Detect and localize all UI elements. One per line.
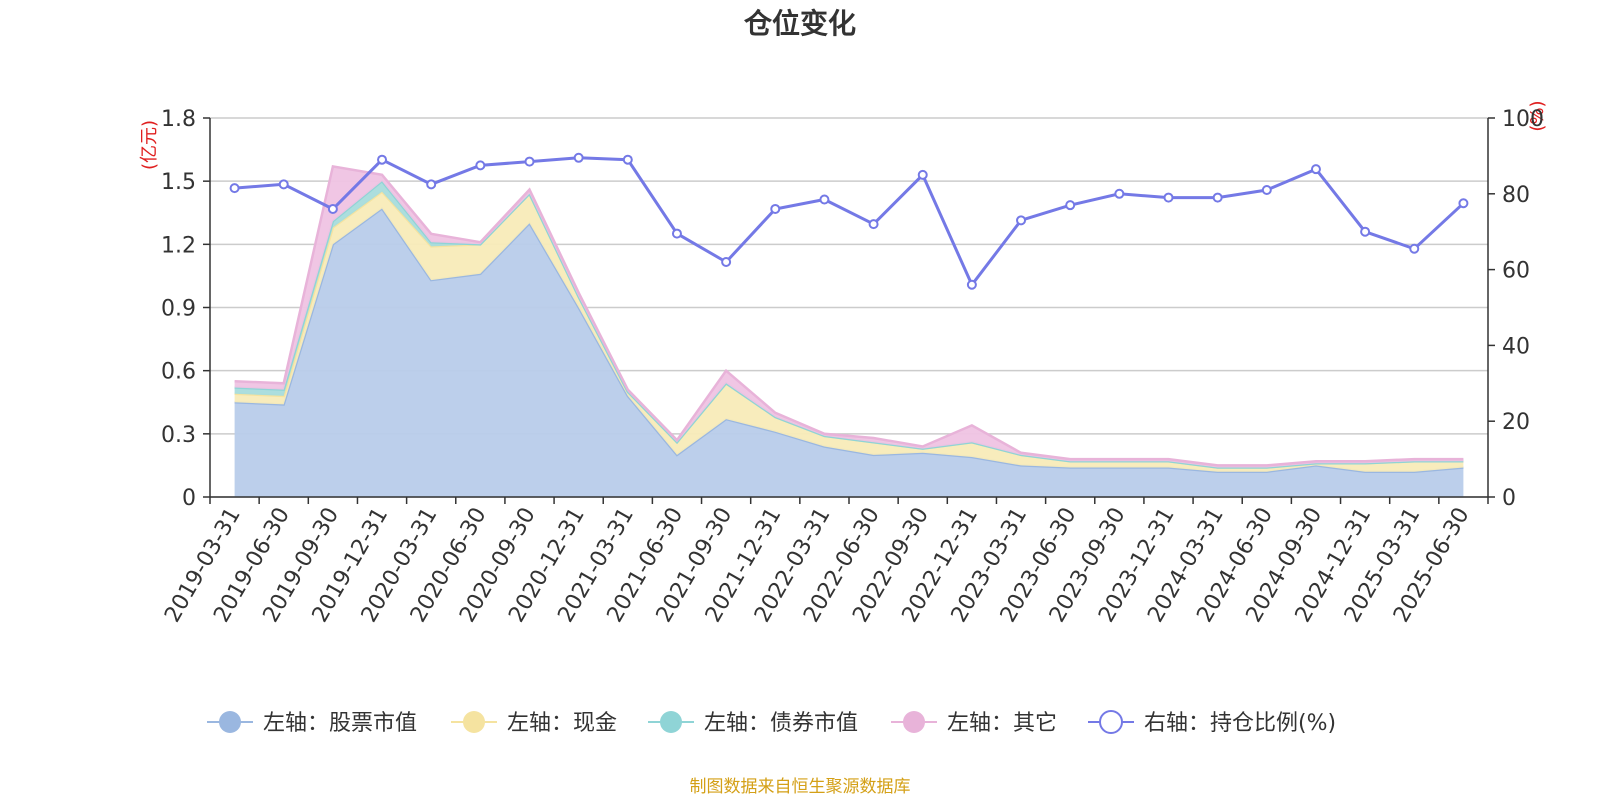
legend: 左轴：股票市值 左轴：现金 左轴：债券市值 左轴：其它 右轴：持仓比例(%) xyxy=(207,710,1336,736)
ratio-point[interactable] xyxy=(1360,226,1371,237)
legend-marker xyxy=(219,711,241,733)
legend-marker xyxy=(903,711,925,733)
stacked-areas xyxy=(234,164,1464,497)
legend-item-3[interactable]: 左轴：其它 xyxy=(891,711,1057,736)
ratio-point[interactable] xyxy=(1016,215,1027,226)
ratio-point[interactable] xyxy=(278,179,289,190)
ratio-point[interactable] xyxy=(819,194,830,205)
left-tick-label: 1.5 xyxy=(161,170,196,195)
ratio-point[interactable] xyxy=(770,203,781,214)
left-tick-label: 0.3 xyxy=(161,423,196,448)
left-tick-label: 0 xyxy=(182,486,196,511)
legend-label: 左轴：债券市值 xyxy=(704,711,858,736)
ratio-point[interactable] xyxy=(1458,198,1469,209)
legend-item-1[interactable]: 左轴：现金 xyxy=(451,711,617,736)
area-0 xyxy=(234,208,1464,497)
legend-marker xyxy=(1099,710,1123,734)
left-tick-label: 0.9 xyxy=(161,297,196,322)
ratio-point[interactable] xyxy=(573,152,584,163)
ratio-point[interactable] xyxy=(868,219,879,230)
ratio-line xyxy=(229,152,1469,290)
left-tick-label: 0.6 xyxy=(161,360,196,385)
right-tick-label: 0 xyxy=(1502,486,1516,511)
ratio-point[interactable] xyxy=(671,228,682,239)
legend-label: 右轴：持仓比例(%) xyxy=(1144,711,1336,736)
ratio-point[interactable] xyxy=(1310,164,1321,175)
right-tick-label: 40 xyxy=(1502,334,1530,359)
ratio-point[interactable] xyxy=(426,179,437,190)
ratio-point[interactable] xyxy=(229,183,240,194)
right-tick-label: 20 xyxy=(1502,410,1530,435)
right-tick-label: 60 xyxy=(1502,259,1530,284)
left-tick-label: 1.2 xyxy=(161,233,196,258)
legend-label: 左轴：现金 xyxy=(507,711,617,736)
legend-item-4[interactable]: 右轴：持仓比例(%) xyxy=(1088,710,1336,736)
legend-item-2[interactable]: 左轴：债券市值 xyxy=(648,711,858,736)
area-1 xyxy=(234,191,1464,472)
ratio-point[interactable] xyxy=(524,156,535,167)
legend-marker xyxy=(660,711,682,733)
ratio-point[interactable] xyxy=(377,154,388,165)
ratio-point[interactable] xyxy=(1065,200,1076,211)
ratio-point[interactable] xyxy=(966,279,977,290)
ratio-point[interactable] xyxy=(1114,188,1125,199)
left-axis-unit: (亿元) xyxy=(139,120,160,170)
right-tick-label: 80 xyxy=(1502,183,1530,208)
legend-label: 左轴：股票市值 xyxy=(263,711,417,736)
ratio-point[interactable] xyxy=(1163,192,1174,203)
ratio-point[interactable] xyxy=(1409,243,1420,254)
area-edge-3 xyxy=(234,164,1464,467)
right-tick-label: 100 xyxy=(1502,107,1544,132)
ratio-point[interactable] xyxy=(327,203,338,214)
ratio-point[interactable] xyxy=(622,154,633,165)
ratio-point[interactable] xyxy=(1212,192,1223,203)
source-note: 制图数据来自恒生聚源数据库 xyxy=(690,777,911,797)
ratio-point[interactable] xyxy=(475,160,486,171)
chart-title: 仓位变化 xyxy=(744,7,856,40)
ratio-line-path xyxy=(234,156,1465,288)
legend-label: 左轴：其它 xyxy=(947,711,1057,736)
ratio-point[interactable] xyxy=(1261,185,1272,196)
left-tick-label: 1.8 xyxy=(161,107,196,132)
right-axis-unit: (%) xyxy=(1527,100,1548,131)
legend-item-0[interactable]: 左轴：股票市值 xyxy=(207,711,417,736)
ratio-point[interactable] xyxy=(917,169,928,180)
area-3 xyxy=(234,166,1464,468)
legend-marker xyxy=(463,711,485,733)
ratio-point[interactable] xyxy=(721,257,732,268)
